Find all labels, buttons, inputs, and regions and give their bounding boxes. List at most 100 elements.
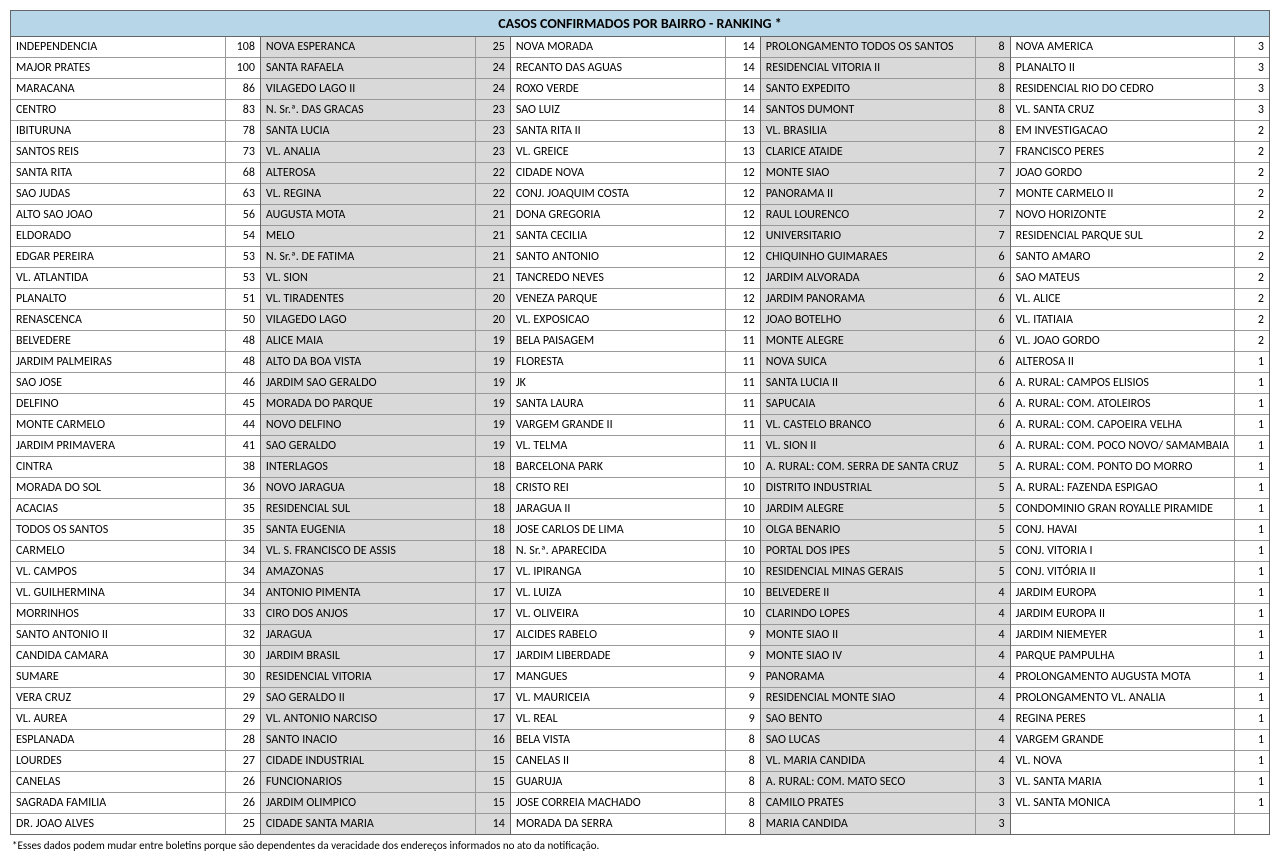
bairro-count: 25 [226,814,260,834]
bairro-name: N. Sr.ª. APARECIDA [511,541,726,562]
bairro-name: VL. BRASILIA [761,121,976,142]
bairro-name: SAO BENTO [761,709,976,730]
bairro-name: IBITURUNA [11,121,226,142]
bairro-name: SANTO INACIO [261,730,476,751]
column-pair: NOVA AMERICAPLANALTO IIRESIDENCIAL RIO D… [1011,37,1269,834]
bairro-count: 15 [476,751,510,772]
bairro-count: 1 [1235,646,1269,667]
bairro-name: CARMELO [11,541,226,562]
bairro-name: VL. SION II [761,436,976,457]
bairro-count: 4 [976,667,1010,688]
bairro-count: 8 [976,79,1010,100]
bairro-count: 18 [476,478,510,499]
bairro-count: 3 [1235,58,1269,79]
bairro-name: SANTA EUGENIA [261,520,476,541]
bairro-name: SAGRADA FAMILIA [11,793,226,814]
value-column: 2524242323232222212121212020191919191919… [476,37,510,834]
bairro-name: MONTE CARMELO II [1011,184,1235,205]
bairro-name: CLARINDO LOPES [761,604,976,625]
bairro-name: ROXO VERDE [511,79,726,100]
bairro-name: NOVO DELFINO [261,415,476,436]
bairro-name: LOURDES [11,751,226,772]
bairro-count: 29 [226,688,260,709]
bairro-count: 19 [476,373,510,394]
bairro-name: CANELAS II [511,751,726,772]
bairro-name: MELO [261,226,476,247]
bairro-name: CONJ. VITORIA I [1011,541,1235,562]
bairro-name: VL. S. FRANCISCO DE ASSIS [261,541,476,562]
bairro-name: SAO JUDAS [11,184,226,205]
bairro-count: 27 [226,751,260,772]
bairro-name: CENTRO [11,100,226,121]
bairro-count: 28 [226,730,260,751]
bairro-name: DONA GREGORIA [511,205,726,226]
bairro-count: 13 [726,142,760,163]
bairro-name: VL. JOAO GORDO [1011,331,1235,352]
bairro-name: N. Sr.ª. DE FATIMA [261,247,476,268]
bairro-name: UNIVERSITARIO [761,226,976,247]
bairro-name: VL. OLIVEIRA [511,604,726,625]
bairro-name: SAO JOSE [11,373,226,394]
bairro-count: 2 [1235,226,1269,247]
bairro-count: 2 [1235,247,1269,268]
bairro-count: 19 [476,415,510,436]
bairro-count: 6 [976,352,1010,373]
bairro-name: MORADA DO PARQUE [261,394,476,415]
bairro-name: MORRINHOS [11,604,226,625]
bairro-name: PROLONGAMENTO VL. ANALIA [1011,688,1235,709]
name-column: INDEPENDENCIAMAJOR PRATESMARACANACENTROI… [11,37,226,834]
bairro-count: 9 [726,646,760,667]
ranking-table: CASOS CONFIRMADOS POR BAIRRO - RANKING *… [10,10,1270,835]
bairro-count: 1 [1235,394,1269,415]
bairro-count: 1 [1235,793,1269,814]
bairro-name: VL. GUILHERMINA [11,583,226,604]
bairro-name: VL. ANALIA [261,142,476,163]
bairro-name: VENEZA PARQUE [511,289,726,310]
bairro-count: 46 [226,373,260,394]
bairro-count: 10 [726,478,760,499]
bairro-count: 22 [476,184,510,205]
bairro-name: FLORESTA [511,352,726,373]
bairro-count: 8 [726,751,760,772]
bairro-name: CLARICE ATAIDE [761,142,976,163]
bairro-count: 12 [726,184,760,205]
bairro-name: VL. SANTA MARIA [1011,772,1235,793]
bairro-name: A. RURAL: COM. PONTO DO MORRO [1011,457,1235,478]
bairro-name: CANELAS [11,772,226,793]
bairro-name: PLANALTO II [1011,58,1235,79]
bairro-count: 11 [726,373,760,394]
value-column: 3333222222222221111111111111111111111 [1235,37,1269,834]
bairro-name: CONJ. HAVAI [1011,520,1235,541]
bairro-count: 7 [976,226,1010,247]
bairro-count: 78 [226,121,260,142]
bairro-count: 21 [476,205,510,226]
bairro-name: OLGA BENARIO [761,520,976,541]
bairro-name: EDGAR PEREIRA [11,247,226,268]
bairro-name: MORADA DO SOL [11,478,226,499]
bairro-name: MARACANA [11,79,226,100]
bairro-count: 34 [226,541,260,562]
bairro-name: A. RURAL: FAZENDA ESPIGAO [1011,478,1235,499]
bairro-count: 5 [976,478,1010,499]
bairro-count: 21 [476,247,510,268]
bairro-name: JOAO BOTELHO [761,310,976,331]
bairro-count: 1 [1235,457,1269,478]
bairro-count: 19 [476,436,510,457]
bairro-count: 32 [226,625,260,646]
bairro-count: 2 [1235,205,1269,226]
bairro-name: RENASCENCA [11,310,226,331]
bairro-count: 1 [1235,415,1269,436]
bairro-count: 12 [726,226,760,247]
bairro-name: CIDADE NOVA [511,163,726,184]
bairro-name: ALTEROSA II [1011,352,1235,373]
bairro-count: 20 [476,310,510,331]
bairro-count: 4 [976,583,1010,604]
bairro-name: PORTAL DOS IPES [761,541,976,562]
bairro-name: CONDOMINIO GRAN ROYALLE PIRAMIDE [1011,499,1235,520]
value-column: 88888777776666666666555555444444444333 [976,37,1010,834]
bairro-name: JARDIM EUROPA II [1011,604,1235,625]
bairro-count: 9 [726,667,760,688]
bairro-name: RESIDENCIAL SUL [261,499,476,520]
bairro-count: 3 [1235,79,1269,100]
bairro-name: VL. ANTONIO NARCISO [261,709,476,730]
